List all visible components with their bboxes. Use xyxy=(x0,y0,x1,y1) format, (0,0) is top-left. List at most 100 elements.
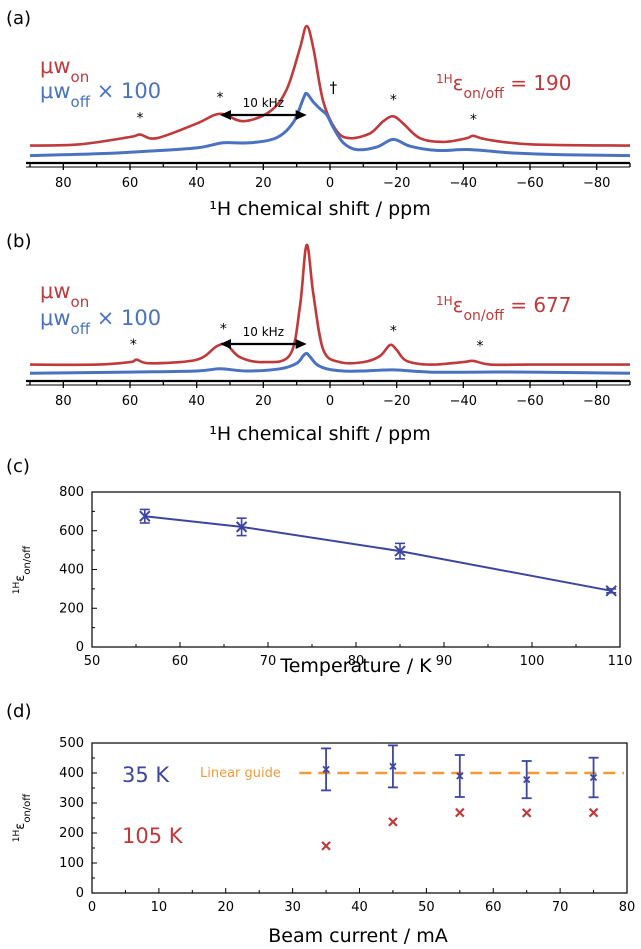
b-tick-label-40: 40 xyxy=(188,394,205,409)
b-series-off xyxy=(29,351,631,375)
d-ytick-label-500: 500 xyxy=(59,736,84,751)
d-xtick-label-10: 10 xyxy=(151,900,168,915)
panel-c-y-axis-label: 1Hεon/off xyxy=(12,545,33,594)
panel-d-data xyxy=(299,744,624,851)
c-xtick-label-50: 50 xyxy=(84,654,101,669)
b-annotation-2: * xyxy=(390,323,397,339)
c-ytick-label-0: 0 xyxy=(76,640,84,655)
d-105k-point-0 xyxy=(321,841,331,851)
panel-c-data xyxy=(139,508,617,597)
a-annotation-3: * xyxy=(390,92,397,108)
a-annotation-2: † xyxy=(330,78,338,96)
d-35k-point-1 xyxy=(389,762,397,771)
c-xtick-label-60: 60 xyxy=(172,654,189,669)
panel-a-10khz-arrow: 10 kHz xyxy=(220,96,307,120)
d-ytick-label-200: 200 xyxy=(59,826,84,841)
panel-a-x-axis: 80 60 40 20 0 −20 −40 −60 −80 xyxy=(26,161,631,191)
b-tick-label--60: −60 xyxy=(516,394,543,409)
a-annotation-4: * xyxy=(470,112,477,128)
c-point-1 xyxy=(235,521,248,533)
b-tick-label--80: −80 xyxy=(583,394,610,409)
b-tick-label--20: −20 xyxy=(383,394,410,409)
panel-b: (b) * * * * 10 kHz μwon μwoff × 100 1Hεon/o… xyxy=(6,231,631,445)
panel-d-y-axis-label: 1Hεon/off xyxy=(12,793,33,842)
panel-a-label: (a) xyxy=(6,8,31,29)
panel-d-frame xyxy=(91,742,628,894)
d-xtick-label-40: 40 xyxy=(351,900,368,915)
c-xtick-label-110: 110 xyxy=(608,654,633,669)
d-35k-point-2 xyxy=(456,772,464,780)
b-tick-label-20: 20 xyxy=(255,394,272,409)
b-series-on xyxy=(29,243,630,367)
d-xtick-label-80: 80 xyxy=(619,900,636,915)
panel-a-arrow-head-left xyxy=(220,110,231,120)
panel-d-guide-label: Linear guide xyxy=(200,766,281,781)
panel-a-label-on: μwon xyxy=(40,54,89,86)
c-fit-line xyxy=(144,515,612,592)
panel-d-legend-105k: 105 K xyxy=(122,824,184,848)
a-tick-label-40: 40 xyxy=(188,176,205,191)
c-xtick-label-80: 80 xyxy=(348,654,365,669)
d-105k-point-2 xyxy=(455,807,465,818)
panel-c: (c) 50 60 70 80 90 100 110 0 200 400 600 800 Temper… xyxy=(6,456,632,677)
a-annotation-0: * xyxy=(137,111,144,127)
a-series-on xyxy=(29,24,631,147)
b-tick-label-60: 60 xyxy=(122,394,139,409)
c-xtick-label-100: 100 xyxy=(520,654,545,669)
panel-b-x-axis: 80 60 40 20 0 −20 −40 −60 −80 xyxy=(26,379,631,409)
d-ytick-label-400: 400 xyxy=(59,766,84,781)
panel-b-label-on: μwon xyxy=(40,279,89,311)
panel-d: (d) 0 10 20 30 40 50 60 70 80 0 100 200 300 400 500 Li… xyxy=(6,701,635,947)
d-xtick-label-60: 60 xyxy=(485,900,502,915)
b-tick-label--40: −40 xyxy=(450,394,477,409)
c-ytick-label-600: 600 xyxy=(59,524,84,539)
c-xtick-label-70: 70 xyxy=(260,654,277,669)
panel-d-axes: 0 10 20 30 40 50 60 70 80 0 100 200 300 400 500 xyxy=(59,736,635,915)
panel-a-spectra xyxy=(29,24,631,158)
panel-b-annotations: * * * * xyxy=(130,321,484,354)
c-xtick-label-90: 90 xyxy=(436,654,453,669)
panel-c-axes: 50 60 70 80 90 100 110 0 200 400 600 800 xyxy=(59,485,632,669)
panel-a: (a) * * † * * 10 kHz μwon μwoff × 100 1Hεon/… xyxy=(6,8,631,220)
a-tick-label-20: 20 xyxy=(255,176,272,191)
panel-a-arrow-head-right xyxy=(295,110,307,120)
panel-a-enhancement-value: 1Hεon/off = 190 xyxy=(436,71,572,102)
a-tick-label--40: −40 xyxy=(450,176,477,191)
d-ytick-label-0: 0 xyxy=(76,886,84,901)
d-ytick-label-300: 300 xyxy=(59,796,84,811)
c-ytick-label-200: 200 xyxy=(59,601,84,616)
a-tick-label--80: −80 xyxy=(583,176,610,191)
panel-b-x-axis-label: ¹H chemical shift / ppm xyxy=(209,423,430,445)
d-xtick-label-20: 20 xyxy=(217,900,234,915)
panel-b-10khz-arrow: 10 kHz xyxy=(220,325,307,349)
panel-b-arrow-head-right xyxy=(295,339,307,349)
panel-b-label-off: μwoff × 100 xyxy=(40,306,161,338)
panel-a-label-off: μwoff × 100 xyxy=(40,79,161,111)
panel-d-label: (d) xyxy=(6,701,31,722)
a-tick-label--20: −20 xyxy=(383,176,410,191)
panel-c-frame xyxy=(91,491,621,648)
a-series-off xyxy=(29,91,631,158)
panel-a-arrow-label: 10 kHz xyxy=(243,96,284,110)
b-tick-label-0: 0 xyxy=(326,394,334,409)
panel-d-x-axis-label: Beam current / mA xyxy=(268,925,447,947)
a-tick-label-80: 80 xyxy=(55,176,72,191)
c-point-2 xyxy=(394,545,406,557)
a-tick-label--60: −60 xyxy=(516,176,543,191)
a-tick-label-60: 60 xyxy=(122,176,139,191)
panel-a-x-axis-label: ¹H chemical shift / ppm xyxy=(209,198,430,220)
d-xtick-label-70: 70 xyxy=(552,900,569,915)
panel-c-label: (c) xyxy=(6,456,30,477)
b-tick-label-80: 80 xyxy=(55,394,72,409)
a-tick-label-0: 0 xyxy=(326,176,334,191)
d-35k-point-0 xyxy=(322,765,330,774)
b-annotation-0: * xyxy=(130,337,137,353)
panel-b-spectra xyxy=(29,243,631,375)
c-point-3 xyxy=(605,585,617,597)
d-xtick-label-30: 30 xyxy=(284,900,301,915)
a-annotation-1: * xyxy=(217,90,224,106)
panel-b-label: (b) xyxy=(6,231,31,252)
panel-a-annotations: * * † * * xyxy=(137,78,477,128)
